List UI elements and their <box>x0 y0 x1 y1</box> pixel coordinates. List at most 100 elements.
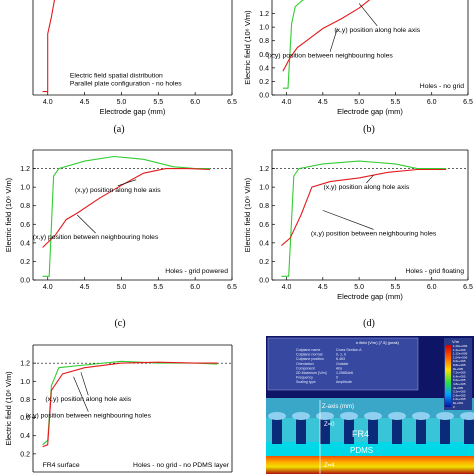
scale-label: 1.29e+006 <box>453 344 468 348</box>
y-tick-label: 1.2 <box>259 11 269 18</box>
y-tick-label: 0.8 <box>20 397 30 404</box>
info-key: Component <box>296 366 315 370</box>
panel-caption: (d) <box>363 318 375 329</box>
scale-label: 0 <box>453 405 455 409</box>
y-tick-label: 0.2 <box>20 259 30 266</box>
info-value: 6.463 <box>336 357 345 361</box>
hole <box>296 416 306 444</box>
hole <box>464 416 474 444</box>
x-tick-label: 4.5 <box>80 284 90 291</box>
info-value: Cross Section A <box>336 348 362 352</box>
scale-label: 8.8e+005 <box>453 363 466 367</box>
scale-label: 1.04e+006 <box>453 355 468 359</box>
y-tick-label: 0.4 <box>20 433 30 440</box>
x-axis-label: Electrode gap (mm) <box>100 107 166 116</box>
annotation-label: (x,y) position along hole axis <box>45 396 131 403</box>
hole-rim <box>268 412 286 420</box>
panel-caption: (b) <box>363 124 375 135</box>
info-key: Frequency <box>296 376 313 380</box>
y-tick-label: 0.2 <box>259 79 269 86</box>
y-tick-label: 0.8 <box>259 38 269 45</box>
scale-label: 8e+004 <box>453 401 463 405</box>
annotation-arrow <box>77 214 96 234</box>
series-line-1 <box>42 155 210 277</box>
x-tick-label: 5.0 <box>354 284 364 291</box>
y-tick-label: 0.2 <box>259 259 269 266</box>
y-tick-label: 0.8 <box>20 203 30 210</box>
x-tick-label: 6.5 <box>227 284 237 291</box>
hole <box>320 416 330 444</box>
x-tick-label: 5.0 <box>354 99 364 106</box>
annotation-label: (x,y) position between neighbouring hole… <box>26 413 152 420</box>
annotation-arrow <box>73 376 89 412</box>
x-tick-label: 4.0 <box>282 99 292 106</box>
y-tick-label: 1.0 <box>259 25 269 32</box>
x-tick-label: 5.5 <box>153 284 163 291</box>
x-tick-label: 5.5 <box>153 99 163 106</box>
pdms-layer <box>266 442 474 456</box>
hole-rim <box>460 412 474 420</box>
info-key: Orientation <box>296 362 314 366</box>
scale-label: 8e+005 <box>453 367 463 371</box>
panel-note: Holes - no grid - no PDMS layer <box>133 462 230 469</box>
y-tick-label: 1.0 <box>20 185 30 192</box>
annotation-arrow <box>322 210 374 230</box>
y-tick-label: 1.0 <box>259 185 269 192</box>
y-tick-label: 0.6 <box>259 52 269 59</box>
hole <box>344 416 354 444</box>
panel-note: Holes - grid floating <box>405 268 464 275</box>
y-tick-label: 1.2 <box>259 166 269 173</box>
simulation-panel: e.field (V/m) [7.5] (peak) Cutplane name C… <box>266 336 474 474</box>
info-key: Cutplane position <box>296 357 324 361</box>
panel-note: Holes - grid powered <box>165 268 228 275</box>
hole-rim <box>340 412 358 420</box>
scale-label: 5.6e+005 <box>453 378 466 382</box>
hole-rim <box>364 412 382 420</box>
info-value: Abs <box>336 366 342 370</box>
chart-panel-1: 4.0 4.5 5.0 5.5 6.0 6.5 Electrode gap (mm) Elec… <box>32 0 237 135</box>
annotation-label: (x,y) position between neighbouring hole… <box>33 234 159 241</box>
series-line-2 <box>42 361 218 448</box>
info-key: 2D Maximum [V/m] <box>296 371 327 375</box>
y-tick-label: 1.2 <box>20 166 30 173</box>
x-tick-label: 6.0 <box>190 284 200 291</box>
info-title: e.field (V/m) [7.5] (peak) <box>356 340 400 345</box>
series-line-1 <box>281 160 447 277</box>
annotation-label: (x,y) position between neighbouring hole… <box>311 230 437 237</box>
scale-label: 9.6e+005 <box>453 359 466 363</box>
hole-rim <box>412 412 430 420</box>
info-value: 0 <box>336 376 338 380</box>
x-tick-label: 6.0 <box>427 99 437 106</box>
annotation-arrow <box>80 372 89 396</box>
panel-caption: (c) <box>114 318 125 329</box>
chart-panel-3: 4.0 4.5 5.0 5.5 6.0 6.5 0.0 0.2 0.4 0.6 0.8 1.0 1.2 E… <box>4 149 237 329</box>
series-line-2 <box>42 168 210 248</box>
x-axis-label: Electrode gap (mm) <box>337 292 403 301</box>
x-tick-label: 4.5 <box>318 99 328 106</box>
hole-rim <box>388 412 406 420</box>
x-tick-label: 5.0 <box>117 284 127 291</box>
annotation-arrow <box>358 3 378 27</box>
y-tick-label: 0.2 <box>20 451 30 458</box>
annotation-arrow <box>366 174 374 184</box>
scale-label: 1.6e+005 <box>453 397 466 401</box>
info-value: 1.29854e6 <box>336 371 353 375</box>
scale-label: 4e+005 <box>453 386 463 390</box>
chart-panel-5: 0.2 0.4 0.6 0.8 1.0 1.2 Electric field (10⁶ V/… <box>4 344 233 473</box>
scale-unit: V/m <box>452 339 460 344</box>
x-tick-label: 6.0 <box>190 99 200 106</box>
x-tick-label: 5.0 <box>117 99 127 106</box>
y-tick-label: 0.8 <box>259 203 269 210</box>
x-tick-label: 4.0 <box>43 99 53 106</box>
scale-label: 4.8e+005 <box>453 382 466 386</box>
info-value: Amplitude <box>336 380 352 384</box>
series-line-2 <box>282 0 371 72</box>
annotation-arrow <box>329 28 338 52</box>
y-tick-label: 0.6 <box>259 222 269 229</box>
x-tick-label: 4.5 <box>80 99 90 106</box>
hole-rim <box>436 412 454 420</box>
info-key: Cutplane name <box>296 348 320 352</box>
z-axis-label: Z-axis (mm) <box>322 404 354 410</box>
scale-label: 2.4e+005 <box>453 393 466 397</box>
